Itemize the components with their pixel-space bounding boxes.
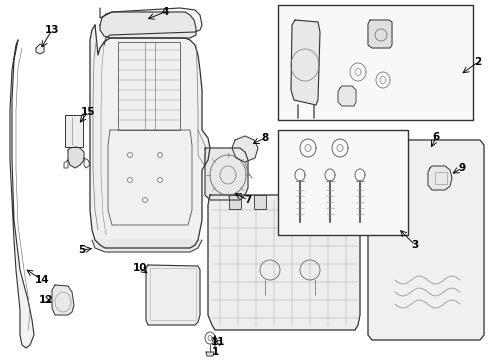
Polygon shape: [368, 20, 392, 48]
Text: 5: 5: [78, 245, 86, 255]
Polygon shape: [232, 136, 258, 162]
Bar: [278, 130, 408, 235]
Polygon shape: [100, 12, 196, 38]
Polygon shape: [68, 147, 84, 168]
Polygon shape: [338, 86, 356, 106]
Text: 10: 10: [133, 263, 147, 273]
Text: 9: 9: [459, 163, 466, 173]
Polygon shape: [10, 40, 34, 348]
Bar: [329, 195, 341, 209]
Bar: [279, 195, 291, 209]
Polygon shape: [208, 195, 360, 330]
Polygon shape: [368, 140, 484, 340]
Polygon shape: [100, 8, 202, 45]
Polygon shape: [205, 148, 248, 200]
Polygon shape: [36, 44, 44, 54]
Polygon shape: [52, 285, 74, 315]
Text: 11: 11: [211, 337, 225, 347]
Polygon shape: [206, 352, 214, 356]
Polygon shape: [92, 240, 202, 252]
Text: 6: 6: [432, 132, 440, 142]
Bar: [278, 5, 473, 120]
Text: 15: 15: [81, 107, 95, 117]
Text: 1: 1: [211, 347, 219, 357]
Text: 3: 3: [412, 240, 418, 250]
Text: 13: 13: [45, 25, 59, 35]
Text: 14: 14: [35, 275, 49, 285]
Polygon shape: [90, 25, 210, 248]
Bar: [229, 195, 241, 209]
Text: 8: 8: [261, 133, 269, 143]
Text: 2: 2: [474, 57, 482, 67]
Polygon shape: [146, 265, 200, 325]
Bar: [254, 195, 266, 209]
Text: 4: 4: [161, 7, 169, 17]
Bar: [304, 195, 316, 209]
Text: 7: 7: [245, 195, 252, 205]
Polygon shape: [428, 166, 452, 190]
Text: 12: 12: [39, 295, 53, 305]
Bar: [435, 172, 447, 184]
Bar: [65, 115, 83, 147]
Polygon shape: [291, 20, 320, 105]
